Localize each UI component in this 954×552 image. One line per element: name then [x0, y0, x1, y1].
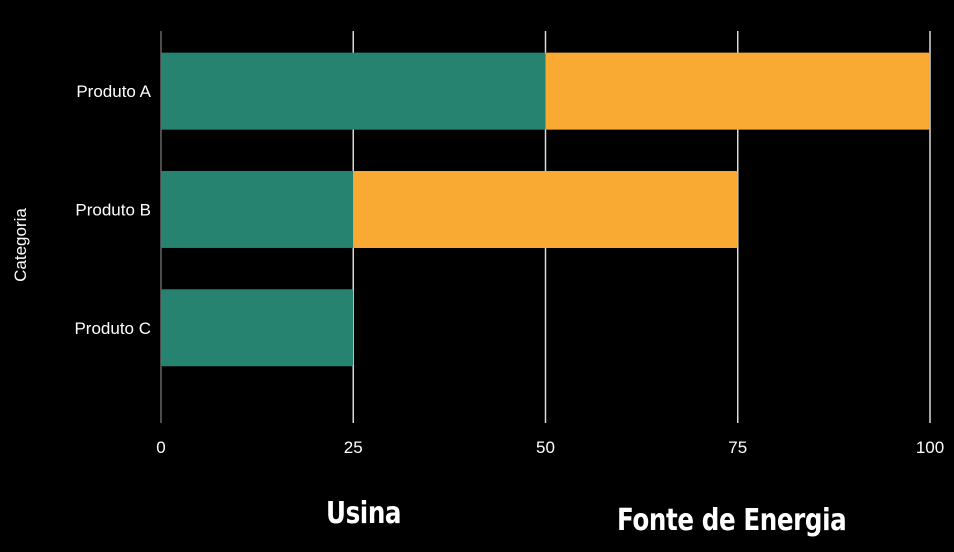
bar-usina-produto-a — [161, 52, 546, 130]
legend-item-usina: Usina — [326, 496, 402, 531]
x-tick-label-25: 25 — [344, 438, 363, 457]
bar-usina-produto-b — [161, 170, 354, 248]
x-tick-label-50: 50 — [536, 438, 555, 457]
x-tick-label-75: 75 — [728, 438, 747, 457]
bar-fonte-de-energia-produto-b — [353, 170, 738, 248]
x-tick-label-100: 100 — [916, 438, 944, 457]
y-tick-label-produto-a: Produto A — [76, 82, 151, 101]
y-axis-title: Categoria — [11, 208, 30, 282]
y-tick-label-produto-c: Produto C — [74, 319, 151, 338]
labels: 0 25 50 75 100 Produto A Produto B Produto C — [74, 82, 944, 457]
x-tick-label-0: 0 — [156, 438, 165, 457]
bar-usina-produto-c — [161, 289, 354, 367]
legend-item-fonte-de-energia: Fonte de Energia — [617, 503, 847, 538]
bars — [161, 52, 930, 367]
y-tick-label-produto-b: Produto B — [75, 200, 151, 219]
bar-fonte-de-energia-produto-a — [545, 52, 930, 130]
